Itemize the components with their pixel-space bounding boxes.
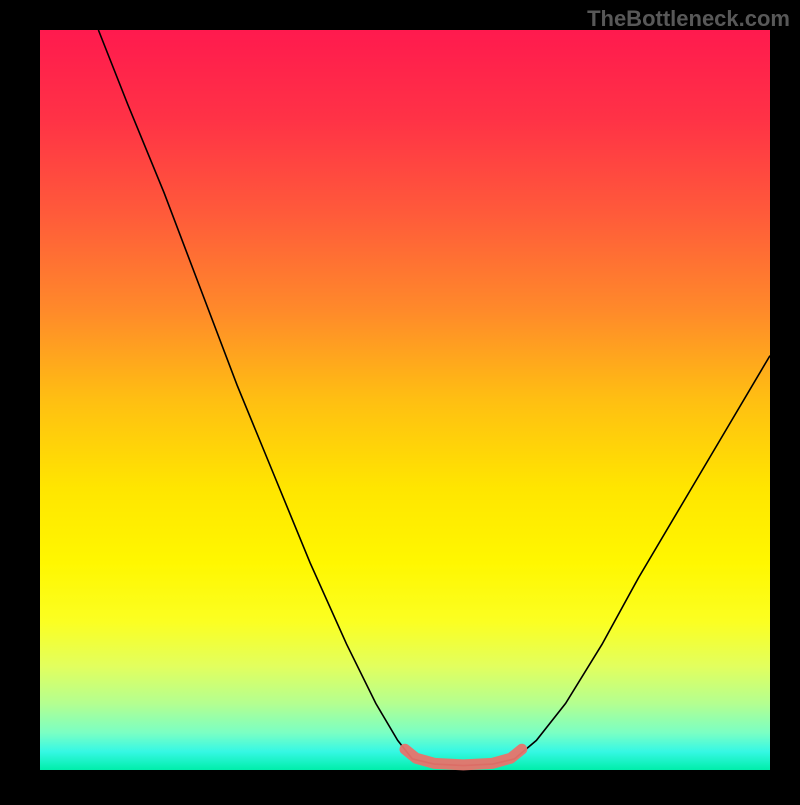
chart-svg <box>0 0 800 800</box>
bottleneck-chart <box>0 0 800 800</box>
watermark-text: TheBottleneck.com <box>587 6 790 32</box>
